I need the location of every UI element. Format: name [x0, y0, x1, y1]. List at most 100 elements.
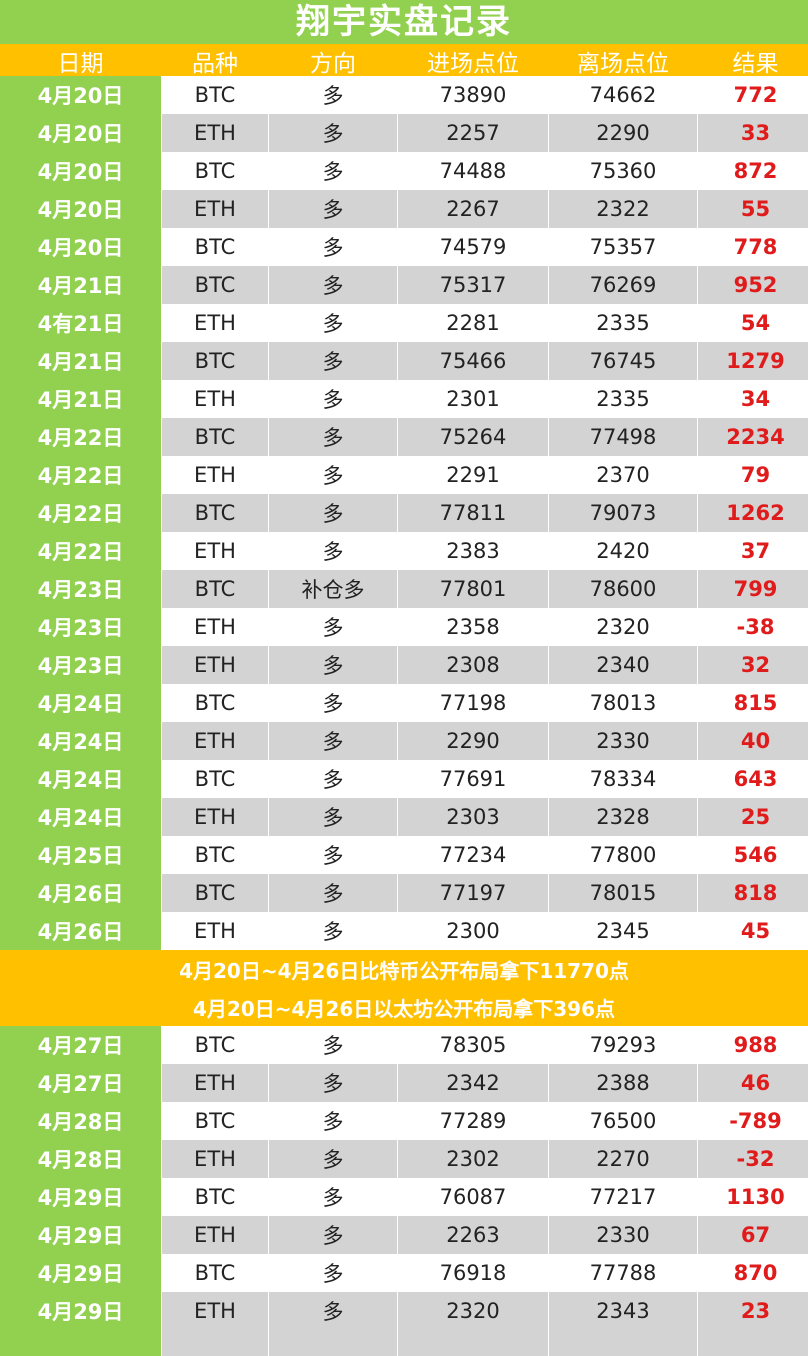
result-cell: 988 [698, 1026, 808, 1064]
direction-cell: 多 [269, 532, 397, 570]
direction-cell: 多 [269, 342, 397, 380]
entry-cell: 2267 [398, 190, 548, 228]
table-row: 4月29日 BTC 多 76918 77788 870 [0, 1254, 808, 1292]
date-cell: 4月23日 [0, 608, 161, 646]
date-cell: 4月22日 [0, 494, 161, 532]
result-cell: 33 [698, 114, 808, 152]
exit-cell: 2328 [549, 798, 697, 836]
direction-cell: 多 [269, 1216, 397, 1254]
direction-cell: 多 [269, 1140, 397, 1178]
result-cell: -32 [698, 1140, 808, 1178]
date-cell: 4月20日 [0, 228, 161, 266]
result-cell: 54 [698, 304, 808, 342]
result-cell: 799 [698, 570, 808, 608]
symbol-cell: BTC [162, 570, 268, 608]
direction-cell: 多 [269, 380, 397, 418]
symbol-cell: BTC [162, 266, 268, 304]
direction-cell: 多 [269, 152, 397, 190]
direction-cell: 多 [269, 798, 397, 836]
symbol-cell: BTC [162, 76, 268, 114]
table-row: 4月21日 BTC 多 75317 76269 952 [0, 266, 808, 304]
result-cell: 772 [698, 76, 808, 114]
exit-cell: 75357 [549, 228, 697, 266]
table-row: 4月29日 BTC 多 76087 77217 1130 [0, 1178, 808, 1216]
table-row: 4月27日 ETH 多 2342 2388 46 [0, 1064, 808, 1102]
exit-cell: 2340 [549, 646, 697, 684]
direction-cell: 多 [269, 1254, 397, 1292]
entry-cell: 2291 [398, 456, 548, 494]
direction-cell: 多 [269, 114, 397, 152]
exit-cell: 2335 [549, 380, 697, 418]
direction-cell: 多 [269, 1102, 397, 1140]
direction-cell: 多 [269, 1064, 397, 1102]
page-title: 翔宇实盘记录 [0, 0, 808, 44]
entry-cell: 75264 [398, 418, 548, 456]
exit-cell: 2335 [549, 304, 697, 342]
result-cell: -789 [698, 1102, 808, 1140]
symbol-cell: BTC [162, 228, 268, 266]
direction-cell: 多 [269, 912, 397, 950]
exit-cell: 79293 [549, 1026, 697, 1064]
entry-cell: 77198 [398, 684, 548, 722]
exit-cell: 77800 [549, 836, 697, 874]
table-row: 4月24日 BTC 多 77198 78013 815 [0, 684, 808, 722]
table-row: 4月23日 ETH 多 2358 2320 -38 [0, 608, 808, 646]
exit-cell: 2290 [549, 114, 697, 152]
entry-cell: 2281 [398, 304, 548, 342]
table-row: 4有21日 ETH 多 2281 2335 54 [0, 304, 808, 342]
direction-cell: 多 [269, 1178, 397, 1216]
date-cell: 4月24日 [0, 684, 161, 722]
table-row: 4月25日 BTC 多 77234 77800 546 [0, 836, 808, 874]
direction-cell: 多 [269, 684, 397, 722]
date-cell: 4月20日 [0, 152, 161, 190]
exit-cell: 76269 [549, 266, 697, 304]
exit-cell: 2322 [549, 190, 697, 228]
entry-cell: 75317 [398, 266, 548, 304]
empty-cell [162, 1330, 268, 1356]
table-row: 4月22日 ETH 多 2291 2370 79 [0, 456, 808, 494]
date-cell: 4月22日 [0, 456, 161, 494]
result-cell: 23 [698, 1292, 808, 1330]
exit-cell: 2420 [549, 532, 697, 570]
exit-cell: 77498 [549, 418, 697, 456]
symbol-cell: ETH [162, 608, 268, 646]
header-exit: 离场点位 [549, 44, 697, 78]
entry-cell: 2358 [398, 608, 548, 646]
direction-cell: 多 [269, 190, 397, 228]
result-cell: 46 [698, 1064, 808, 1102]
symbol-cell: ETH [162, 646, 268, 684]
date-cell: 4月29日 [0, 1292, 161, 1330]
table-row: 4月28日 ETH 多 2302 2270 -32 [0, 1140, 808, 1178]
table-row: 4月26日 BTC 多 77197 78015 818 [0, 874, 808, 912]
entry-cell: 77234 [398, 836, 548, 874]
date-cell: 4月24日 [0, 798, 161, 836]
result-cell: 2234 [698, 418, 808, 456]
empty-cell [549, 1330, 697, 1356]
symbol-cell: ETH [162, 1140, 268, 1178]
table-row: 4月22日 ETH 多 2383 2420 37 [0, 532, 808, 570]
table-row: 4月22日 BTC 多 75264 77498 2234 [0, 418, 808, 456]
direction-cell: 多 [269, 874, 397, 912]
symbol-cell: ETH [162, 304, 268, 342]
exit-cell: 2345 [549, 912, 697, 950]
entry-cell: 2383 [398, 532, 548, 570]
direction-cell: 多 [269, 456, 397, 494]
date-cell: 4月24日 [0, 760, 161, 798]
table-row: 4月20日 ETH 多 2257 2290 33 [0, 114, 808, 152]
result-cell: 818 [698, 874, 808, 912]
table-row: 4月20日 BTC 多 74579 75357 778 [0, 228, 808, 266]
symbol-cell: BTC [162, 1254, 268, 1292]
result-cell: 37 [698, 532, 808, 570]
table-row: 4月29日 ETH 多 2320 2343 23 [0, 1292, 808, 1330]
direction-cell: 多 [269, 836, 397, 874]
symbol-cell: BTC [162, 1102, 268, 1140]
date-cell: 4月25日 [0, 836, 161, 874]
date-cell: 4月26日 [0, 874, 161, 912]
exit-cell: 78334 [549, 760, 697, 798]
header-direction: 方向 [269, 44, 397, 78]
date-cell: 4月29日 [0, 1178, 161, 1216]
result-cell: 25 [698, 798, 808, 836]
symbol-cell: ETH [162, 1292, 268, 1330]
symbol-cell: ETH [162, 190, 268, 228]
summary-eth: 4月20日~4月26日以太坊公开布局拿下396点 [0, 988, 808, 1026]
